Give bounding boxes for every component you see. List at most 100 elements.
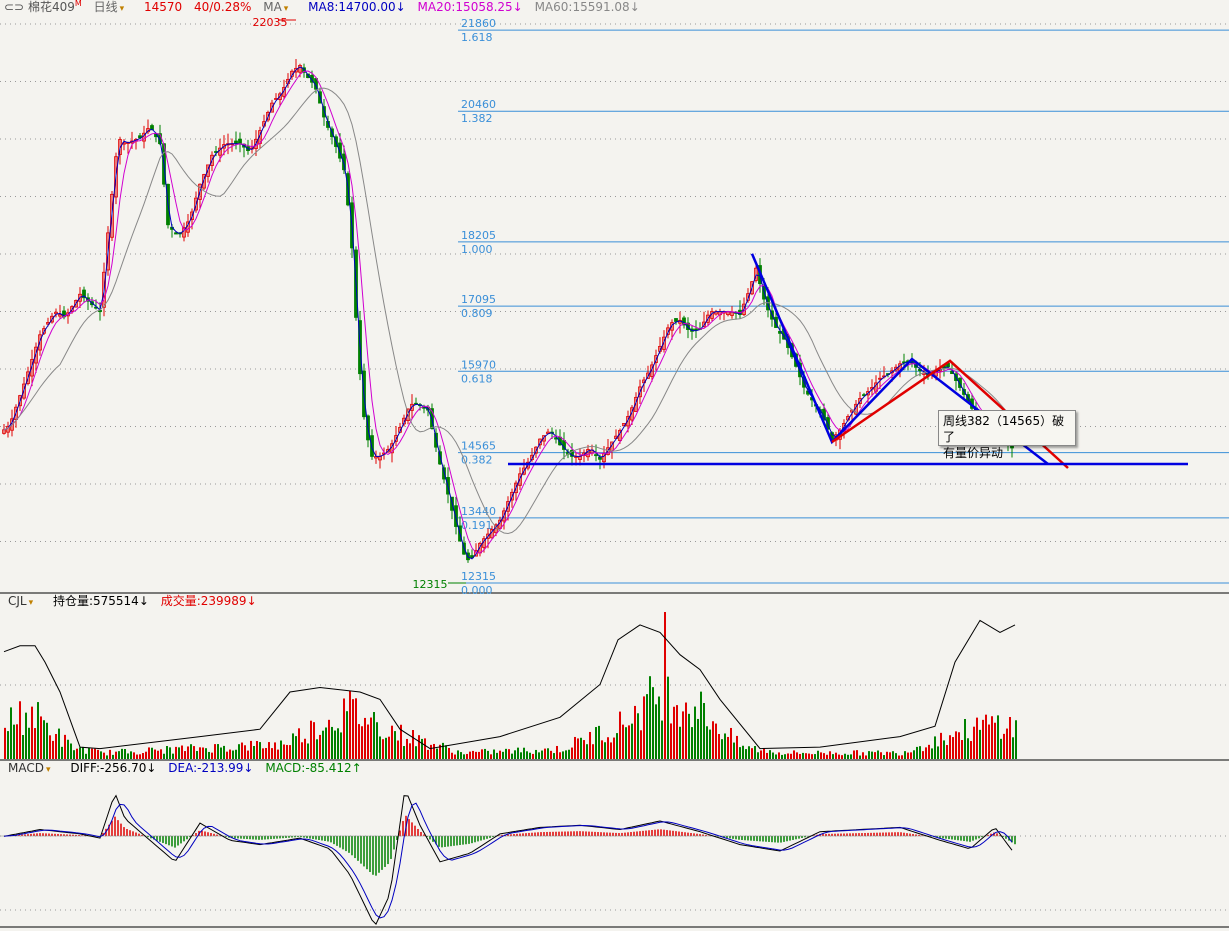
volume-bar bbox=[388, 736, 390, 759]
candlesticks bbox=[2, 59, 1014, 563]
volume-bar bbox=[43, 720, 45, 759]
candle-body bbox=[510, 491, 514, 501]
volume-bar bbox=[175, 746, 177, 759]
volume-bar bbox=[181, 745, 183, 759]
volume-bar bbox=[724, 733, 726, 759]
volume-bar bbox=[496, 752, 498, 759]
volume-bar bbox=[145, 751, 147, 759]
volume-bar bbox=[460, 752, 462, 759]
trend-lines bbox=[278, 19, 1188, 584]
candle-body bbox=[702, 321, 706, 327]
volume-bar bbox=[349, 690, 351, 759]
volume-bar bbox=[451, 752, 453, 759]
volume-bar bbox=[811, 754, 813, 759]
volume-bar bbox=[625, 727, 627, 759]
volume-bar bbox=[559, 752, 561, 759]
candle-body bbox=[634, 396, 638, 412]
volume-bar bbox=[343, 698, 345, 759]
volume-bar bbox=[76, 748, 78, 759]
volume-bar bbox=[778, 752, 780, 759]
volume-bar bbox=[730, 727, 732, 759]
volume-bar bbox=[841, 755, 843, 759]
volume-bar bbox=[847, 754, 849, 759]
candle-body bbox=[270, 102, 274, 113]
fib-price-label: 14565 bbox=[461, 440, 496, 453]
volume-bar bbox=[988, 724, 990, 759]
volume-bar bbox=[289, 745, 291, 759]
candle-body bbox=[14, 406, 18, 421]
candle-body bbox=[30, 359, 34, 377]
volume-bar bbox=[844, 753, 846, 759]
volume-bar bbox=[787, 753, 789, 759]
annotation-box: 周线382（14565）破了 有量价异动 bbox=[938, 410, 1076, 460]
volume-bar bbox=[364, 717, 366, 759]
volume-bar bbox=[268, 742, 270, 759]
volume-bar bbox=[607, 737, 609, 759]
candle-body bbox=[518, 473, 522, 486]
volume-bar bbox=[643, 696, 645, 759]
volume-bar bbox=[331, 726, 333, 759]
candle-body bbox=[66, 312, 70, 317]
volume-bar bbox=[880, 752, 882, 759]
top-info-bar: ⊂⊃ 棉花409M 日线 ▾ 14570 40/0.28% MA ▾ MA8:147… bbox=[4, 0, 648, 14]
volume-indicator-selector[interactable]: CJL ▾ bbox=[8, 594, 34, 608]
volume-bar bbox=[358, 724, 360, 759]
ma8-line bbox=[3, 66, 1013, 560]
volume-bar bbox=[1009, 717, 1011, 759]
volume-bar bbox=[193, 746, 195, 759]
volume-bar bbox=[235, 749, 237, 759]
volume-bar bbox=[232, 750, 234, 759]
candle-body bbox=[958, 377, 962, 388]
volume-bar bbox=[376, 722, 378, 759]
ma-selector[interactable]: MA ▾ bbox=[263, 0, 289, 14]
candle-body bbox=[650, 364, 654, 377]
volume-bar bbox=[805, 753, 807, 759]
candle-body bbox=[514, 482, 518, 494]
volume-bar bbox=[535, 749, 537, 759]
volume-bar bbox=[73, 750, 75, 759]
volume-bar bbox=[124, 749, 126, 759]
volume-bar bbox=[550, 750, 552, 759]
volume-bar bbox=[172, 753, 174, 759]
fib-price-label: 20460 bbox=[461, 98, 496, 111]
volume-bar bbox=[631, 723, 633, 759]
volume-bar bbox=[238, 744, 240, 759]
volume-bar bbox=[199, 747, 201, 759]
candle-body bbox=[522, 467, 526, 475]
volume-bar bbox=[634, 705, 636, 759]
candle-body bbox=[342, 153, 346, 171]
volume-bar bbox=[481, 749, 483, 759]
volume-bar bbox=[850, 754, 852, 759]
volume-bar bbox=[139, 754, 141, 759]
candle-body bbox=[866, 391, 870, 396]
volume-bar bbox=[229, 749, 231, 759]
candle-body bbox=[322, 106, 326, 118]
volume-bar bbox=[10, 707, 12, 759]
volume-bar bbox=[991, 716, 993, 759]
macd-indicator-selector[interactable]: MACD ▾ bbox=[8, 761, 51, 775]
volume-bar bbox=[280, 740, 282, 759]
candle-body bbox=[386, 449, 390, 453]
candle-body bbox=[18, 395, 22, 407]
volume-bar bbox=[1015, 720, 1017, 759]
volume-bar bbox=[394, 731, 396, 759]
volume-bar bbox=[136, 754, 138, 759]
volume-bar bbox=[262, 748, 264, 759]
volume-bar bbox=[187, 746, 189, 759]
volume-bar bbox=[88, 747, 90, 759]
volume-bar bbox=[412, 730, 414, 759]
volume-bar bbox=[604, 742, 606, 759]
volume-bar bbox=[646, 694, 648, 759]
volume-bar bbox=[610, 742, 612, 759]
volume-bar bbox=[943, 740, 945, 759]
volume-bar bbox=[130, 751, 132, 759]
candle-body bbox=[50, 315, 54, 323]
symbol-label[interactable]: ⊂⊃ 棉花409M bbox=[4, 0, 82, 14]
candle-body bbox=[746, 293, 750, 301]
candle-body bbox=[82, 289, 86, 299]
period-selector[interactable]: 日线 ▾ bbox=[93, 0, 125, 14]
volume-bar bbox=[313, 722, 315, 759]
volume-bar bbox=[52, 740, 54, 759]
volume-bar bbox=[304, 738, 306, 759]
volume-bar bbox=[985, 714, 987, 759]
